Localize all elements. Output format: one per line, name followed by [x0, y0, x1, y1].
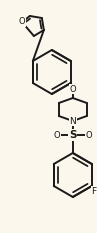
Text: S: S	[69, 130, 77, 140]
Text: N: N	[69, 116, 76, 126]
Text: O: O	[19, 17, 25, 27]
Text: O: O	[69, 85, 76, 93]
Text: O: O	[85, 130, 92, 140]
Text: F: F	[91, 186, 96, 195]
Text: O: O	[54, 130, 60, 140]
